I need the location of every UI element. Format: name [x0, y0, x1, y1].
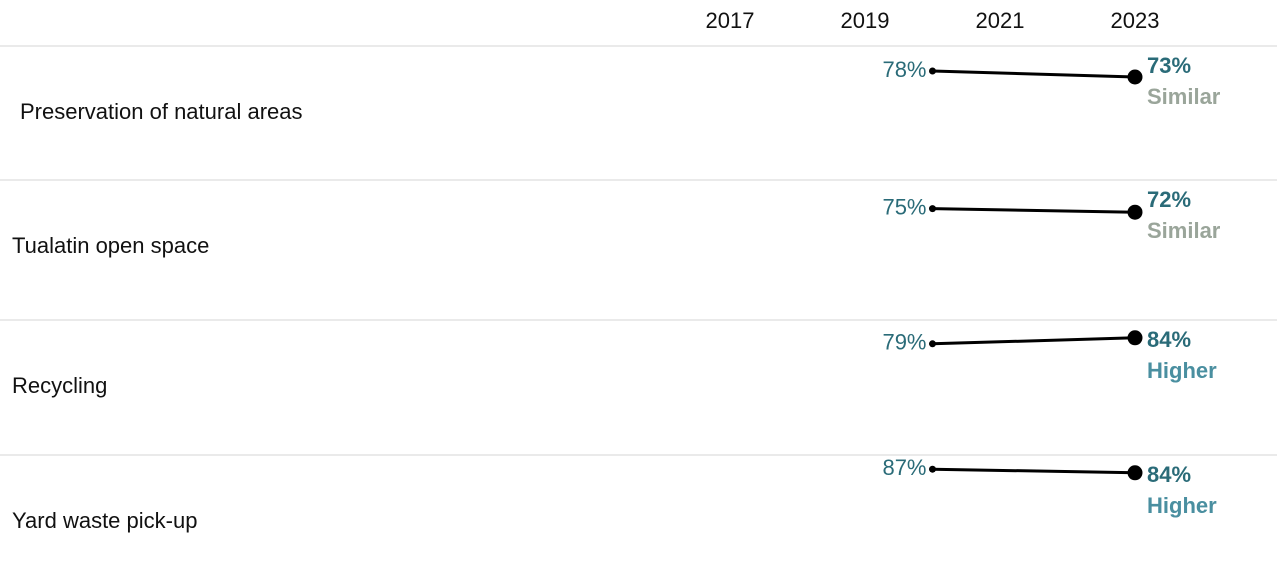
point [929, 465, 936, 473]
comparison-label: Higher [1147, 493, 1217, 518]
slope-line [932, 207, 1136, 214]
point [1127, 330, 1143, 346]
value-label: 84% [1147, 327, 1191, 352]
row-label: Yard waste pick-up [12, 508, 197, 533]
point [1127, 204, 1143, 220]
value-label: 75% [882, 194, 926, 219]
slope-line [932, 336, 1136, 346]
value-label: 79% [882, 330, 926, 355]
x-tick-label: 2023 [1111, 8, 1160, 33]
value-label: 87% [882, 455, 926, 480]
point [1127, 465, 1143, 481]
row-label: Preservation of natural areas [20, 99, 303, 124]
point [929, 340, 936, 348]
slope-line [932, 69, 1136, 79]
point [929, 67, 936, 75]
value-label: 73% [1147, 53, 1191, 78]
slope-line [932, 467, 1136, 475]
value-label: 84% [1147, 462, 1191, 487]
point [929, 205, 936, 213]
value-label: 72% [1147, 187, 1191, 212]
comparison-label: Similar [1147, 218, 1221, 243]
x-tick-label: 2021 [976, 8, 1025, 33]
comparison-label: Higher [1147, 358, 1217, 383]
point [1127, 69, 1143, 85]
x-tick-label: 2019 [841, 8, 890, 33]
row-label: Recycling [12, 373, 107, 398]
row-label: Tualatin open space [12, 233, 209, 258]
comparison-label: Similar [1147, 84, 1221, 109]
x-tick-label: 2017 [706, 8, 755, 33]
value-label: 78% [882, 57, 926, 82]
